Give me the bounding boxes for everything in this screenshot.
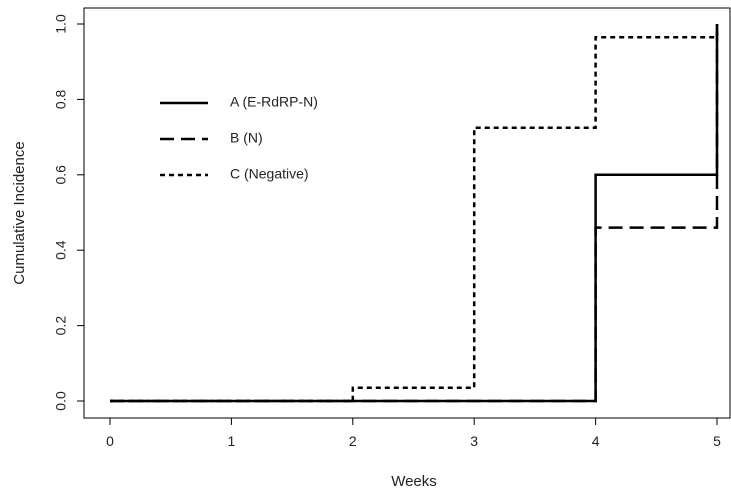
legend-label: C (Negative) bbox=[230, 166, 309, 182]
x-axis-title: Weeks bbox=[391, 473, 437, 490]
legend-label: A (E-RdRP-N) bbox=[230, 94, 318, 110]
x-tick-label: 5 bbox=[713, 433, 721, 449]
series-line-b bbox=[110, 24, 719, 403]
series-line-a bbox=[110, 24, 719, 403]
x-tick-label: 3 bbox=[470, 433, 478, 449]
legend-label: B (N) bbox=[230, 130, 263, 146]
plot-frame bbox=[83, 7, 731, 419]
y-tick-label: 0.8 bbox=[53, 89, 69, 109]
x-axis: 0 1 2 3 4 5 bbox=[106, 417, 721, 449]
x-tick-label: 0 bbox=[106, 433, 114, 449]
y-axis: 0.0 0.2 0.4 0.6 0.8 1.0 bbox=[53, 14, 85, 411]
y-tick-label: 1.0 bbox=[53, 14, 69, 34]
y-tick-label: 0.2 bbox=[53, 316, 69, 336]
y-tick-label: 0.4 bbox=[53, 240, 69, 260]
x-tick-label: 2 bbox=[349, 433, 357, 449]
legend: A (E-RdRP-N) B (N) C (Negative) bbox=[160, 94, 318, 182]
series-layer bbox=[110, 24, 719, 403]
x-tick-label: 4 bbox=[592, 433, 600, 449]
y-tick-label: 0.6 bbox=[53, 165, 69, 185]
y-tick-label: 0.0 bbox=[53, 391, 69, 411]
y-axis-title: Cumulative Incidence bbox=[11, 141, 28, 284]
x-tick-label: 1 bbox=[228, 433, 236, 449]
series-line-c bbox=[110, 24, 719, 403]
